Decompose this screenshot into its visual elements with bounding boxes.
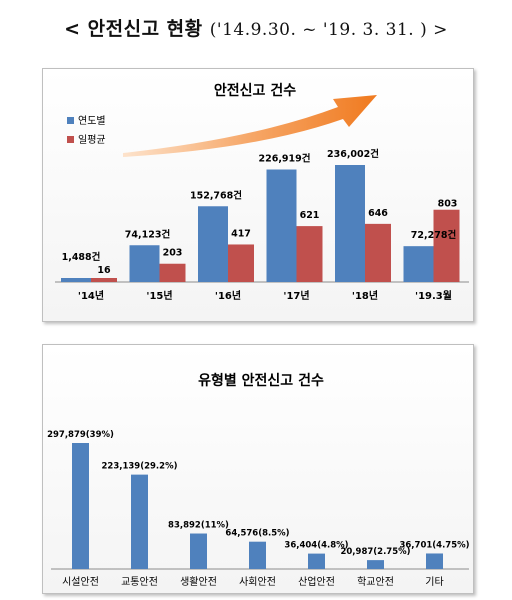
x-tick-label: '17년 <box>283 289 309 302</box>
page-title-text: < 안전신고 현황 <box>64 18 203 40</box>
x-tick-label: 생활안전 <box>180 575 217 588</box>
bar-daily-average <box>91 278 117 282</box>
data-label-yearly: 236,002건 <box>327 148 379 160</box>
x-tick-label: 산업안전 <box>298 575 335 588</box>
x-tick-label: 학교안전 <box>357 576 394 588</box>
data-label-type: 64,576(8.5%) <box>225 529 289 539</box>
x-tick-label: '19.3월 <box>415 290 452 302</box>
x-tick-label: '18년 <box>352 289 378 302</box>
bar-type <box>249 541 266 569</box>
legend-swatch-blue <box>67 117 74 124</box>
trend-arrow-icon <box>123 95 377 157</box>
bar-yearly <box>61 278 91 282</box>
data-label-type: 223,139(29.2%) <box>102 462 178 472</box>
data-label-type: 297,879(39%) <box>47 430 114 440</box>
bar-type <box>308 553 325 569</box>
data-label-type: 36,701(4.75%) <box>399 540 469 550</box>
bar-yearly <box>266 169 297 282</box>
x-tick-label: 사회안전 <box>239 576 276 588</box>
x-tick-label: 기타 <box>425 576 443 588</box>
bar-type <box>131 474 148 569</box>
type-chart: 유형별 안전신고 건수 297,879(39%) 시설안전 223,139(29.2%… <box>47 372 470 588</box>
data-label-daily-average: 203 <box>163 248 183 259</box>
x-tick-label: '16년 <box>215 289 241 302</box>
data-label-yearly: 74,123건 <box>125 228 170 240</box>
data-label-yearly: 152,768건 <box>190 189 242 201</box>
data-label-daily-average: 646 <box>368 208 388 219</box>
x-tick-label: 시설안전 <box>62 576 99 588</box>
bar-yearly <box>129 245 160 282</box>
bar-type <box>72 443 89 569</box>
chart-title: 유형별 안전신고 건수 <box>198 372 324 389</box>
page-title: < 안전신고 현황 ('14.9.30. ~ '19. 3. 31. ) > <box>0 14 512 41</box>
data-label-type: 20,987(2.75%) <box>340 547 410 557</box>
bar-daily-average <box>433 209 460 282</box>
data-label-yearly: 226,919건 <box>258 153 310 165</box>
bar-daily-average <box>365 223 391 282</box>
bar-daily-average <box>159 263 186 282</box>
bar-yearly <box>335 165 365 282</box>
x-tick-label: '15년 <box>146 289 172 302</box>
bar-daily-average <box>296 226 323 282</box>
data-label-yearly: 72,278건 <box>411 229 456 241</box>
data-label-daily-average: 803 <box>438 199 458 210</box>
data-label-type: 36,404(4.8%) <box>284 541 348 551</box>
page-title-period: ('14.9.30. ~ '19. 3. 31. ) > <box>209 20 448 40</box>
legend-label-blue: 연도별 <box>78 115 106 127</box>
bar-yearly <box>198 206 228 282</box>
chart-title: 안전신고 건수 <box>214 82 296 99</box>
x-tick-label: 교통안전 <box>121 576 158 588</box>
bar-yearly <box>403 246 434 282</box>
bar-type <box>426 553 443 569</box>
bar-daily-average <box>228 244 254 282</box>
data-label-yearly: 1,488건 <box>62 251 101 263</box>
data-label-daily-average: 621 <box>300 210 320 221</box>
x-tick-label: '14년 <box>78 289 104 302</box>
legend-swatch-red <box>67 136 74 143</box>
type-chart-panel: 유형별 안전신고 건수 297,879(39%) 시설안전 223,139(29.2%… <box>42 344 474 594</box>
legend-label-red: 일평균 <box>78 134 106 146</box>
bar-type <box>367 560 384 569</box>
data-label-daily-average: 417 <box>231 228 251 239</box>
bar-type <box>190 533 207 569</box>
data-label-daily-average: 16 <box>97 265 111 276</box>
data-label-type: 83,892(11%) <box>168 521 229 531</box>
